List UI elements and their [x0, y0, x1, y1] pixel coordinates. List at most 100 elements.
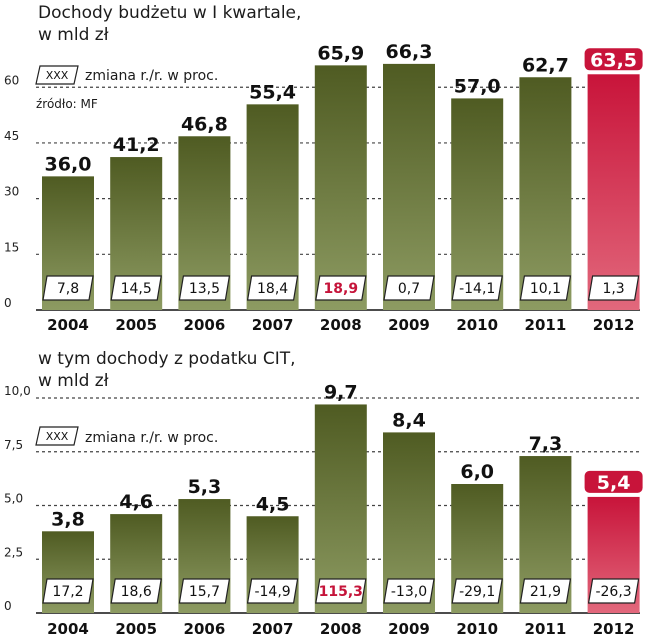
c1-value-label: 62,7 — [522, 54, 569, 76]
c1-change-label: -14,1 — [459, 281, 495, 297]
cit-revenue-chart: w tym dochody z podatku CIT, w mld zł 3,… — [4, 349, 643, 638]
c1-value-label: 65,9 — [317, 42, 364, 64]
c2-value-label: 8,4 — [392, 409, 426, 431]
c2-value-label: 3,8 — [51, 508, 85, 530]
c2-category-label: 2007 — [252, 620, 294, 638]
c1-change-box — [110, 275, 162, 301]
c2-change-label: 18,6 — [121, 584, 152, 600]
budget-revenue-chart: Dochody budżetu w I kwartale, w mld zł 3… — [4, 3, 643, 334]
c1-change-box — [42, 275, 94, 301]
c1-change-label: 18,9 — [324, 281, 359, 297]
chart2-bars: 3,8 17,2 2004 4,6 18,6 2005 5,3 15,7 2006 4,5 -14,… — [42, 381, 643, 638]
chart2-legend-box-text: XXX — [46, 430, 69, 443]
chart2-legend-box — [35, 426, 79, 446]
c1-y-tick-label: 15 — [4, 240, 19, 254]
chart2-legend: XXX zmiana r./r. w proc. — [35, 426, 218, 446]
chart1-y-ticks: 0 15 30 45 60 — [4, 73, 19, 310]
c1-category-label: 2010 — [456, 316, 498, 334]
c1-change-label: 1,3 — [602, 281, 624, 297]
c1-y-tick-label: 0 — [4, 296, 12, 310]
c2-category-label: 2012 — [593, 620, 635, 638]
c1-change-label: 18,4 — [257, 281, 288, 297]
c2-value-label: 4,6 — [119, 491, 153, 513]
c2-category-label: 2005 — [115, 620, 157, 638]
chart1-legend-box — [35, 65, 79, 85]
c2-category-label: 2004 — [47, 620, 89, 638]
c1-change-box — [315, 275, 367, 301]
c1-category-label: 2005 — [115, 316, 157, 334]
c2-change-box — [110, 578, 162, 604]
c2-change-label: 115,3 — [319, 584, 363, 600]
c2-change-label: -13,0 — [391, 584, 427, 600]
c2-change-box — [42, 578, 94, 604]
c1-value-label: 55,4 — [249, 81, 296, 103]
c1-category-label: 2004 — [47, 316, 89, 334]
c1-y-tick-label: 30 — [4, 185, 19, 199]
c2-y-tick-label: 2,5 — [4, 545, 23, 559]
c2-category-label: 2008 — [320, 620, 362, 638]
c1-bar — [519, 77, 572, 310]
chart1-bars: 36,0 7,8 2004 41,2 14,5 2005 46,8 13,5 2006 55,4 1… — [42, 41, 643, 334]
chart2-title-line2: w mld zł — [38, 371, 109, 391]
c1-bar — [587, 74, 640, 310]
c2-value-label: 4,5 — [256, 493, 290, 515]
c2-bar — [314, 404, 367, 613]
c2-change-box — [519, 578, 572, 604]
c2-change-box — [451, 578, 503, 604]
c2-category-label: 2010 — [456, 620, 498, 638]
c2-value-label: 5,3 — [188, 476, 222, 498]
c1-change-label: 10,1 — [530, 281, 561, 297]
c2-value-label: 5,4 — [597, 472, 631, 494]
c1-change-box — [587, 275, 640, 301]
c2-value-label-bg — [584, 470, 643, 493]
c2-y-tick-label: 0 — [4, 599, 12, 613]
c2-value-label: 9,7 — [324, 381, 358, 403]
c2-change-label: -26,3 — [595, 584, 631, 600]
c2-value-label: 7,3 — [529, 433, 563, 455]
c2-y-tick-label: 7,5 — [4, 438, 23, 452]
c1-category-label: 2008 — [320, 316, 362, 334]
c1-value-label: 57,0 — [454, 75, 501, 97]
chart1-legend-box-text: XXX — [46, 69, 69, 82]
chart1-legend-text: zmiana r./r. w proc. — [85, 68, 218, 84]
chart2-title-line1: w tym dochody z podatku CIT, — [38, 349, 296, 369]
c1-category-label: 2006 — [184, 316, 226, 334]
c2-change-box — [383, 578, 435, 604]
c1-y-tick-label: 45 — [4, 129, 19, 143]
c2-change-label: 21,9 — [530, 584, 561, 600]
c1-bar — [383, 63, 435, 310]
c2-change-label: -14,9 — [254, 584, 290, 600]
c1-change-box — [178, 275, 231, 301]
c1-change-label: 0,7 — [398, 281, 420, 297]
chart1-legend: XXX zmiana r./r. w proc. — [35, 65, 218, 85]
c2-category-label: 2011 — [525, 620, 567, 638]
c2-change-label: -29,1 — [459, 584, 495, 600]
c1-value-label: 63,5 — [590, 49, 637, 71]
chart1-title-line1: Dochody budżetu w I kwartale, — [38, 3, 301, 23]
c2-change-box — [587, 578, 640, 604]
c1-change-label: 7,8 — [57, 281, 79, 297]
c1-change-box — [519, 275, 572, 301]
c1-y-tick-label: 60 — [4, 73, 19, 87]
c1-value-label: 36,0 — [45, 153, 92, 175]
c1-change-box — [451, 275, 503, 301]
chart2-legend-text: zmiana r./r. w proc. — [85, 430, 218, 446]
c1-value-label-bg — [584, 48, 643, 71]
c2-category-label: 2006 — [184, 620, 226, 638]
chart2-y-ticks: 0 2,5 5,0 7,5 10,0 — [4, 384, 31, 613]
c2-change-label: 17,2 — [52, 584, 83, 600]
c2-category-label: 2009 — [388, 620, 430, 638]
c1-change-label: 14,5 — [121, 281, 152, 297]
c1-category-label: 2011 — [525, 316, 567, 334]
c1-change-label: 13,5 — [189, 281, 220, 297]
c2-value-label: 6,0 — [460, 461, 494, 483]
c2-change-box — [315, 578, 367, 604]
c2-change-box — [178, 578, 231, 604]
c1-bar — [451, 98, 504, 310]
chart1-title-line2: w mld zł — [38, 25, 109, 45]
c2-change-box — [246, 578, 299, 604]
c1-value-label: 41,2 — [113, 134, 160, 156]
c1-bar — [314, 65, 367, 310]
c2-change-label: 15,7 — [189, 584, 220, 600]
